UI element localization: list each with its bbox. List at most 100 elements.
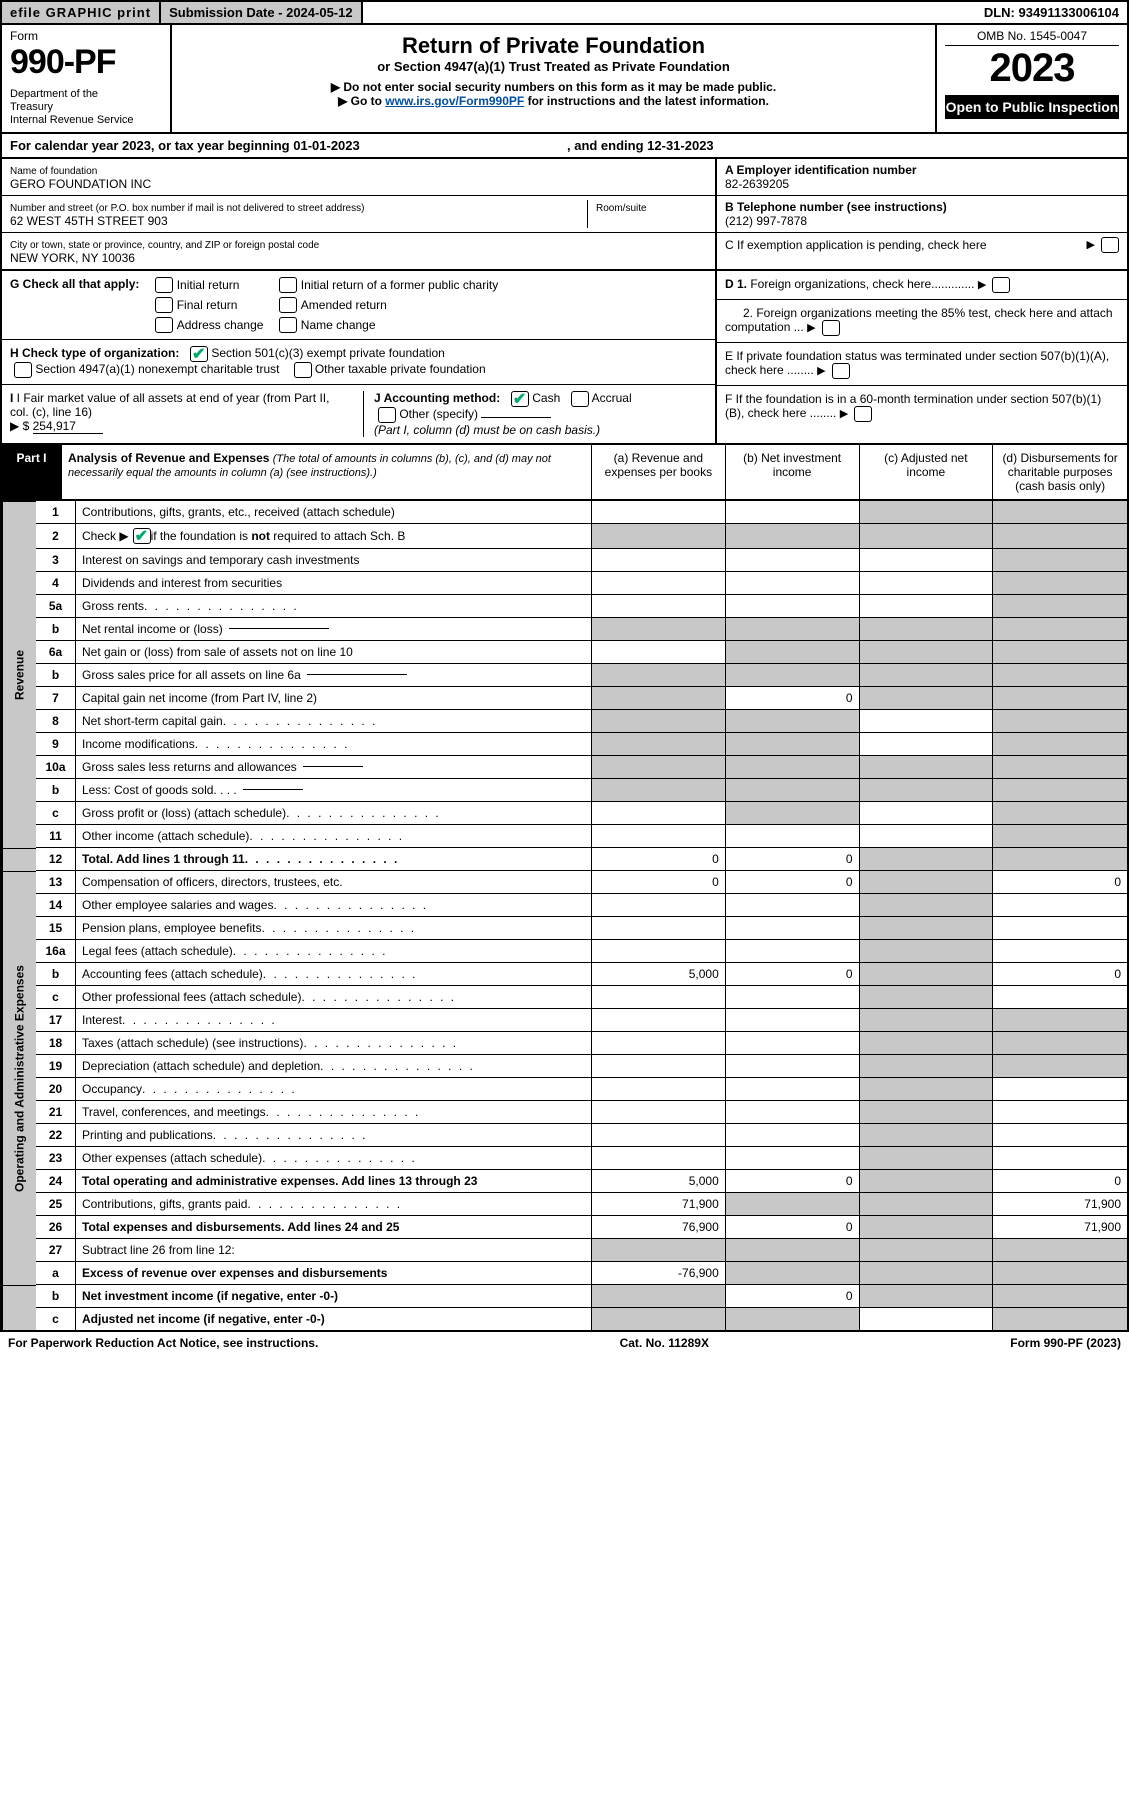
row-24-a: 5,000	[592, 1170, 726, 1193]
row-16b-desc: Accounting fees (attach schedule)	[76, 963, 592, 986]
e-checkbox[interactable]	[832, 363, 850, 379]
row-24-d: 0	[993, 1170, 1127, 1193]
dln: DLN: 93491133006104	[976, 2, 1127, 23]
h-4947-checkbox[interactable]	[14, 362, 32, 378]
col-d-header: (d) Disbursements for charitable purpose…	[993, 445, 1127, 499]
row-26-b: 0	[726, 1216, 860, 1239]
row-16c-desc: Other professional fees (attach schedule…	[76, 986, 592, 1009]
form-label: Form	[10, 29, 162, 43]
revenue-side-label: Revenue	[2, 501, 36, 848]
row-16b-b: 0	[726, 963, 860, 986]
g-name-checkbox[interactable]	[279, 317, 297, 333]
g-initial-former-checkbox[interactable]	[279, 277, 297, 293]
note-ssn: Do not enter social security numbers on …	[180, 80, 927, 94]
row-26-desc: Total expenses and disbursements. Add li…	[76, 1216, 592, 1239]
ein-value: 82-2639205	[725, 177, 789, 191]
row-13-d: 0	[993, 871, 1127, 894]
row-27-desc: Subtract line 26 from line 12:	[76, 1239, 592, 1262]
row-7-desc: Capital gain net income (from Part IV, l…	[76, 687, 592, 710]
row-17-desc: Interest	[76, 1009, 592, 1032]
row-13-b: 0	[726, 871, 860, 894]
c-checkbox[interactable]	[1101, 237, 1119, 253]
g-amended-checkbox[interactable]	[279, 297, 297, 313]
row-25-desc: Contributions, gifts, grants paid	[76, 1193, 592, 1216]
city-cell: City or town, state or province, country…	[2, 233, 715, 269]
g-initial-checkbox[interactable]	[155, 277, 173, 293]
row-12-b: 0	[726, 848, 860, 871]
row-21-desc: Travel, conferences, and meetings	[76, 1101, 592, 1124]
ein-cell: A Employer identification number 82-2639…	[717, 159, 1127, 196]
j-other-checkbox[interactable]	[378, 407, 396, 423]
addr-row: Number and street (or P.O. box number if…	[2, 196, 715, 233]
row-25-a: 71,900	[592, 1193, 726, 1216]
d2-checkbox[interactable]	[822, 320, 840, 336]
row-27b-desc: Net investment income (if negative, ente…	[76, 1285, 592, 1308]
row-15-desc: Pension plans, employee benefits	[76, 917, 592, 940]
row-10c-desc: Gross profit or (loss) (attach schedule)	[76, 802, 592, 825]
h-501c3-checkbox[interactable]	[190, 346, 208, 362]
row-27b-b: 0	[726, 1285, 860, 1308]
options-block: G Check all that apply: Initial return F…	[0, 271, 1129, 445]
part1-label: Part I	[2, 445, 62, 499]
calendar-year-row: For calendar year 2023, or tax year begi…	[0, 134, 1129, 159]
row-24-b: 0	[726, 1170, 860, 1193]
row-1-desc: Contributions, gifts, grants, etc., rece…	[76, 501, 592, 524]
footer: For Paperwork Reduction Act Notice, see …	[0, 1332, 1129, 1354]
row-10a-desc: Gross sales less returns and allowances	[76, 756, 592, 779]
col-b-header: (b) Net investment income	[726, 445, 860, 499]
identity-block: Name of foundation GERO FOUNDATION INC N…	[0, 159, 1129, 271]
form-number: 990-PF	[10, 43, 162, 82]
row-6b-desc: Gross sales price for all assets on line…	[76, 664, 592, 687]
cat-no: Cat. No. 11289X	[620, 1336, 709, 1350]
part1-rows: Revenue 1Contributions, gifts, grants, e…	[0, 501, 1129, 1332]
form-subtitle: or Section 4947(a)(1) Trust Treated as P…	[180, 59, 927, 74]
row-8-desc: Net short-term capital gain	[76, 710, 592, 733]
row-14-desc: Other employee salaries and wages	[76, 894, 592, 917]
row-5a-desc: Gross rents	[76, 595, 592, 618]
top-bar: efile GRAPHIC print Submission Date - 20…	[0, 0, 1129, 25]
h-row: H Check type of organization: Section 50…	[2, 340, 715, 385]
city-state-zip: NEW YORK, NY 10036	[10, 251, 135, 265]
j-accrual-checkbox[interactable]	[571, 391, 589, 407]
part1-title: Analysis of Revenue and Expenses (The to…	[62, 445, 592, 499]
foundation-name: GERO FOUNDATION INC	[10, 177, 151, 191]
f-row: F If the foundation is in a 60-month ter…	[717, 386, 1127, 428]
irs-link[interactable]: www.irs.gov/Form990PF	[385, 94, 524, 108]
col-c-header: (c) Adjusted net income	[860, 445, 994, 499]
tax-year: 2023	[945, 46, 1119, 91]
row-6a-desc: Net gain or (loss) from sale of assets n…	[76, 641, 592, 664]
form-year-block: OMB No. 1545-0047 2023 Open to Public In…	[937, 25, 1127, 132]
part1-header: Part I Analysis of Revenue and Expenses …	[0, 445, 1129, 501]
row-19-desc: Depreciation (attach schedule) and deple…	[76, 1055, 592, 1078]
efile-label[interactable]: efile GRAPHIC print	[2, 2, 161, 23]
f-checkbox[interactable]	[854, 406, 872, 422]
e-row: E If private foundation status was termi…	[717, 343, 1127, 386]
i-j-row: I I Fair market value of all assets at e…	[2, 385, 715, 443]
street-address: 62 WEST 45TH STREET 903	[10, 214, 168, 228]
fmv-value: 254,917	[33, 419, 103, 434]
row-3-desc: Interest on savings and temporary cash i…	[76, 549, 592, 572]
g-final-checkbox[interactable]	[155, 297, 173, 313]
form-title: Return of Private Foundation	[180, 33, 927, 59]
row-18-desc: Taxes (attach schedule) (see instruction…	[76, 1032, 592, 1055]
d1-checkbox[interactable]	[992, 277, 1010, 293]
row-26-d: 71,900	[993, 1216, 1127, 1239]
row-10b-desc: Less: Cost of goods sold . . . .	[76, 779, 592, 802]
d1-row: D 1. Foreign organizations, check here..…	[717, 271, 1127, 300]
note-link: Go to www.irs.gov/Form990PF for instruct…	[180, 94, 927, 108]
row-23-desc: Other expenses (attach schedule)	[76, 1147, 592, 1170]
row-7-b: 0	[726, 687, 860, 710]
g-address-checkbox[interactable]	[155, 317, 173, 333]
row-13-desc: Compensation of officers, directors, tru…	[76, 871, 592, 894]
h-other-checkbox[interactable]	[294, 362, 312, 378]
row-5b-desc: Net rental income or (loss)	[76, 618, 592, 641]
row-16a-desc: Legal fees (attach schedule)	[76, 940, 592, 963]
row-22-desc: Printing and publications	[76, 1124, 592, 1147]
name-cell: Name of foundation GERO FOUNDATION INC	[2, 159, 715, 196]
row-16b-d: 0	[993, 963, 1127, 986]
row-12-a: 0	[592, 848, 726, 871]
row-24-desc: Total operating and administrative expen…	[76, 1170, 592, 1193]
schb-checkbox[interactable]	[133, 528, 151, 544]
j-cash-checkbox[interactable]	[511, 391, 529, 407]
row-25-d: 71,900	[993, 1193, 1127, 1216]
